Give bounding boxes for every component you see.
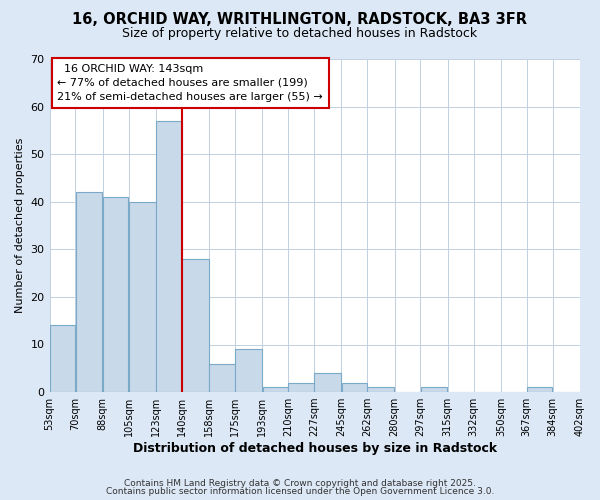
Y-axis label: Number of detached properties: Number of detached properties bbox=[15, 138, 25, 313]
Text: 16 ORCHID WAY: 143sqm  
← 77% of detached houses are smaller (199)
21% of semi-d: 16 ORCHID WAY: 143sqm ← 77% of detached … bbox=[58, 64, 323, 102]
Bar bbox=[76, 192, 103, 392]
Bar bbox=[156, 121, 182, 392]
Text: Contains HM Land Registry data © Crown copyright and database right 2025.: Contains HM Land Registry data © Crown c… bbox=[124, 478, 476, 488]
Text: 16, ORCHID WAY, WRITHLINGTON, RADSTOCK, BA3 3FR: 16, ORCHID WAY, WRITHLINGTON, RADSTOCK, … bbox=[73, 12, 527, 28]
Bar bbox=[314, 373, 341, 392]
Bar bbox=[235, 350, 262, 392]
Bar bbox=[209, 364, 235, 392]
Bar bbox=[50, 326, 75, 392]
Bar bbox=[182, 259, 209, 392]
Bar bbox=[103, 197, 128, 392]
X-axis label: Distribution of detached houses by size in Radstock: Distribution of detached houses by size … bbox=[133, 442, 497, 455]
Bar bbox=[129, 202, 155, 392]
Text: Contains public sector information licensed under the Open Government Licence 3.: Contains public sector information licen… bbox=[106, 487, 494, 496]
Bar bbox=[263, 388, 288, 392]
Bar bbox=[527, 388, 553, 392]
Bar bbox=[341, 382, 367, 392]
Bar bbox=[367, 388, 394, 392]
Bar bbox=[289, 382, 314, 392]
Text: Size of property relative to detached houses in Radstock: Size of property relative to detached ho… bbox=[122, 28, 478, 40]
Bar bbox=[421, 388, 448, 392]
